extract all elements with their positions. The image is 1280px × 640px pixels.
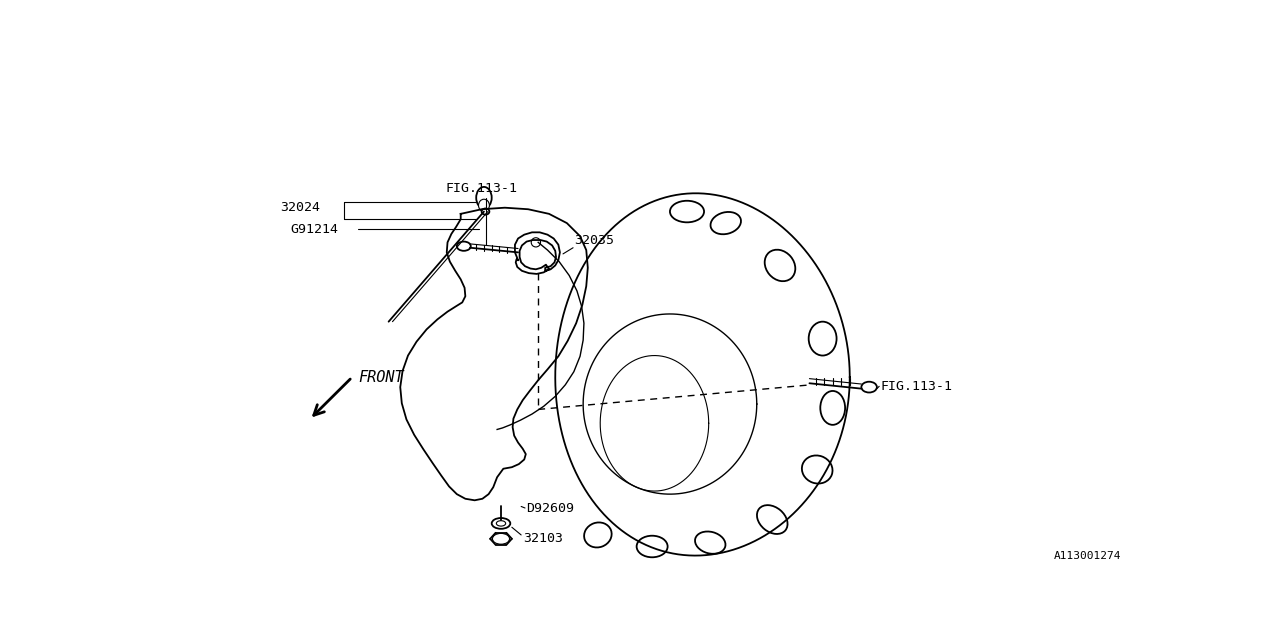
Ellipse shape: [669, 201, 704, 222]
Ellipse shape: [493, 533, 509, 544]
Ellipse shape: [764, 250, 795, 281]
Ellipse shape: [820, 391, 845, 425]
Ellipse shape: [492, 518, 511, 529]
Ellipse shape: [636, 536, 668, 557]
Text: FIG.113-1: FIG.113-1: [445, 182, 517, 195]
Text: D92609: D92609: [526, 502, 575, 515]
Ellipse shape: [497, 521, 506, 526]
Ellipse shape: [584, 522, 612, 547]
Ellipse shape: [801, 456, 832, 484]
Ellipse shape: [481, 209, 489, 214]
Text: 32035: 32035: [575, 234, 614, 246]
Ellipse shape: [809, 322, 837, 356]
Text: G91214: G91214: [291, 223, 338, 236]
Ellipse shape: [476, 187, 492, 209]
Text: FRONT: FRONT: [358, 369, 404, 385]
Ellipse shape: [531, 237, 540, 247]
Ellipse shape: [695, 531, 726, 554]
Text: FIG.113-1: FIG.113-1: [881, 380, 952, 393]
Text: 32103: 32103: [522, 532, 563, 545]
Text: A113001274: A113001274: [1053, 551, 1121, 561]
Ellipse shape: [457, 241, 471, 251]
Ellipse shape: [479, 199, 489, 212]
Ellipse shape: [710, 212, 741, 234]
Ellipse shape: [756, 505, 787, 534]
Text: 32024: 32024: [280, 201, 320, 214]
Ellipse shape: [861, 381, 877, 392]
